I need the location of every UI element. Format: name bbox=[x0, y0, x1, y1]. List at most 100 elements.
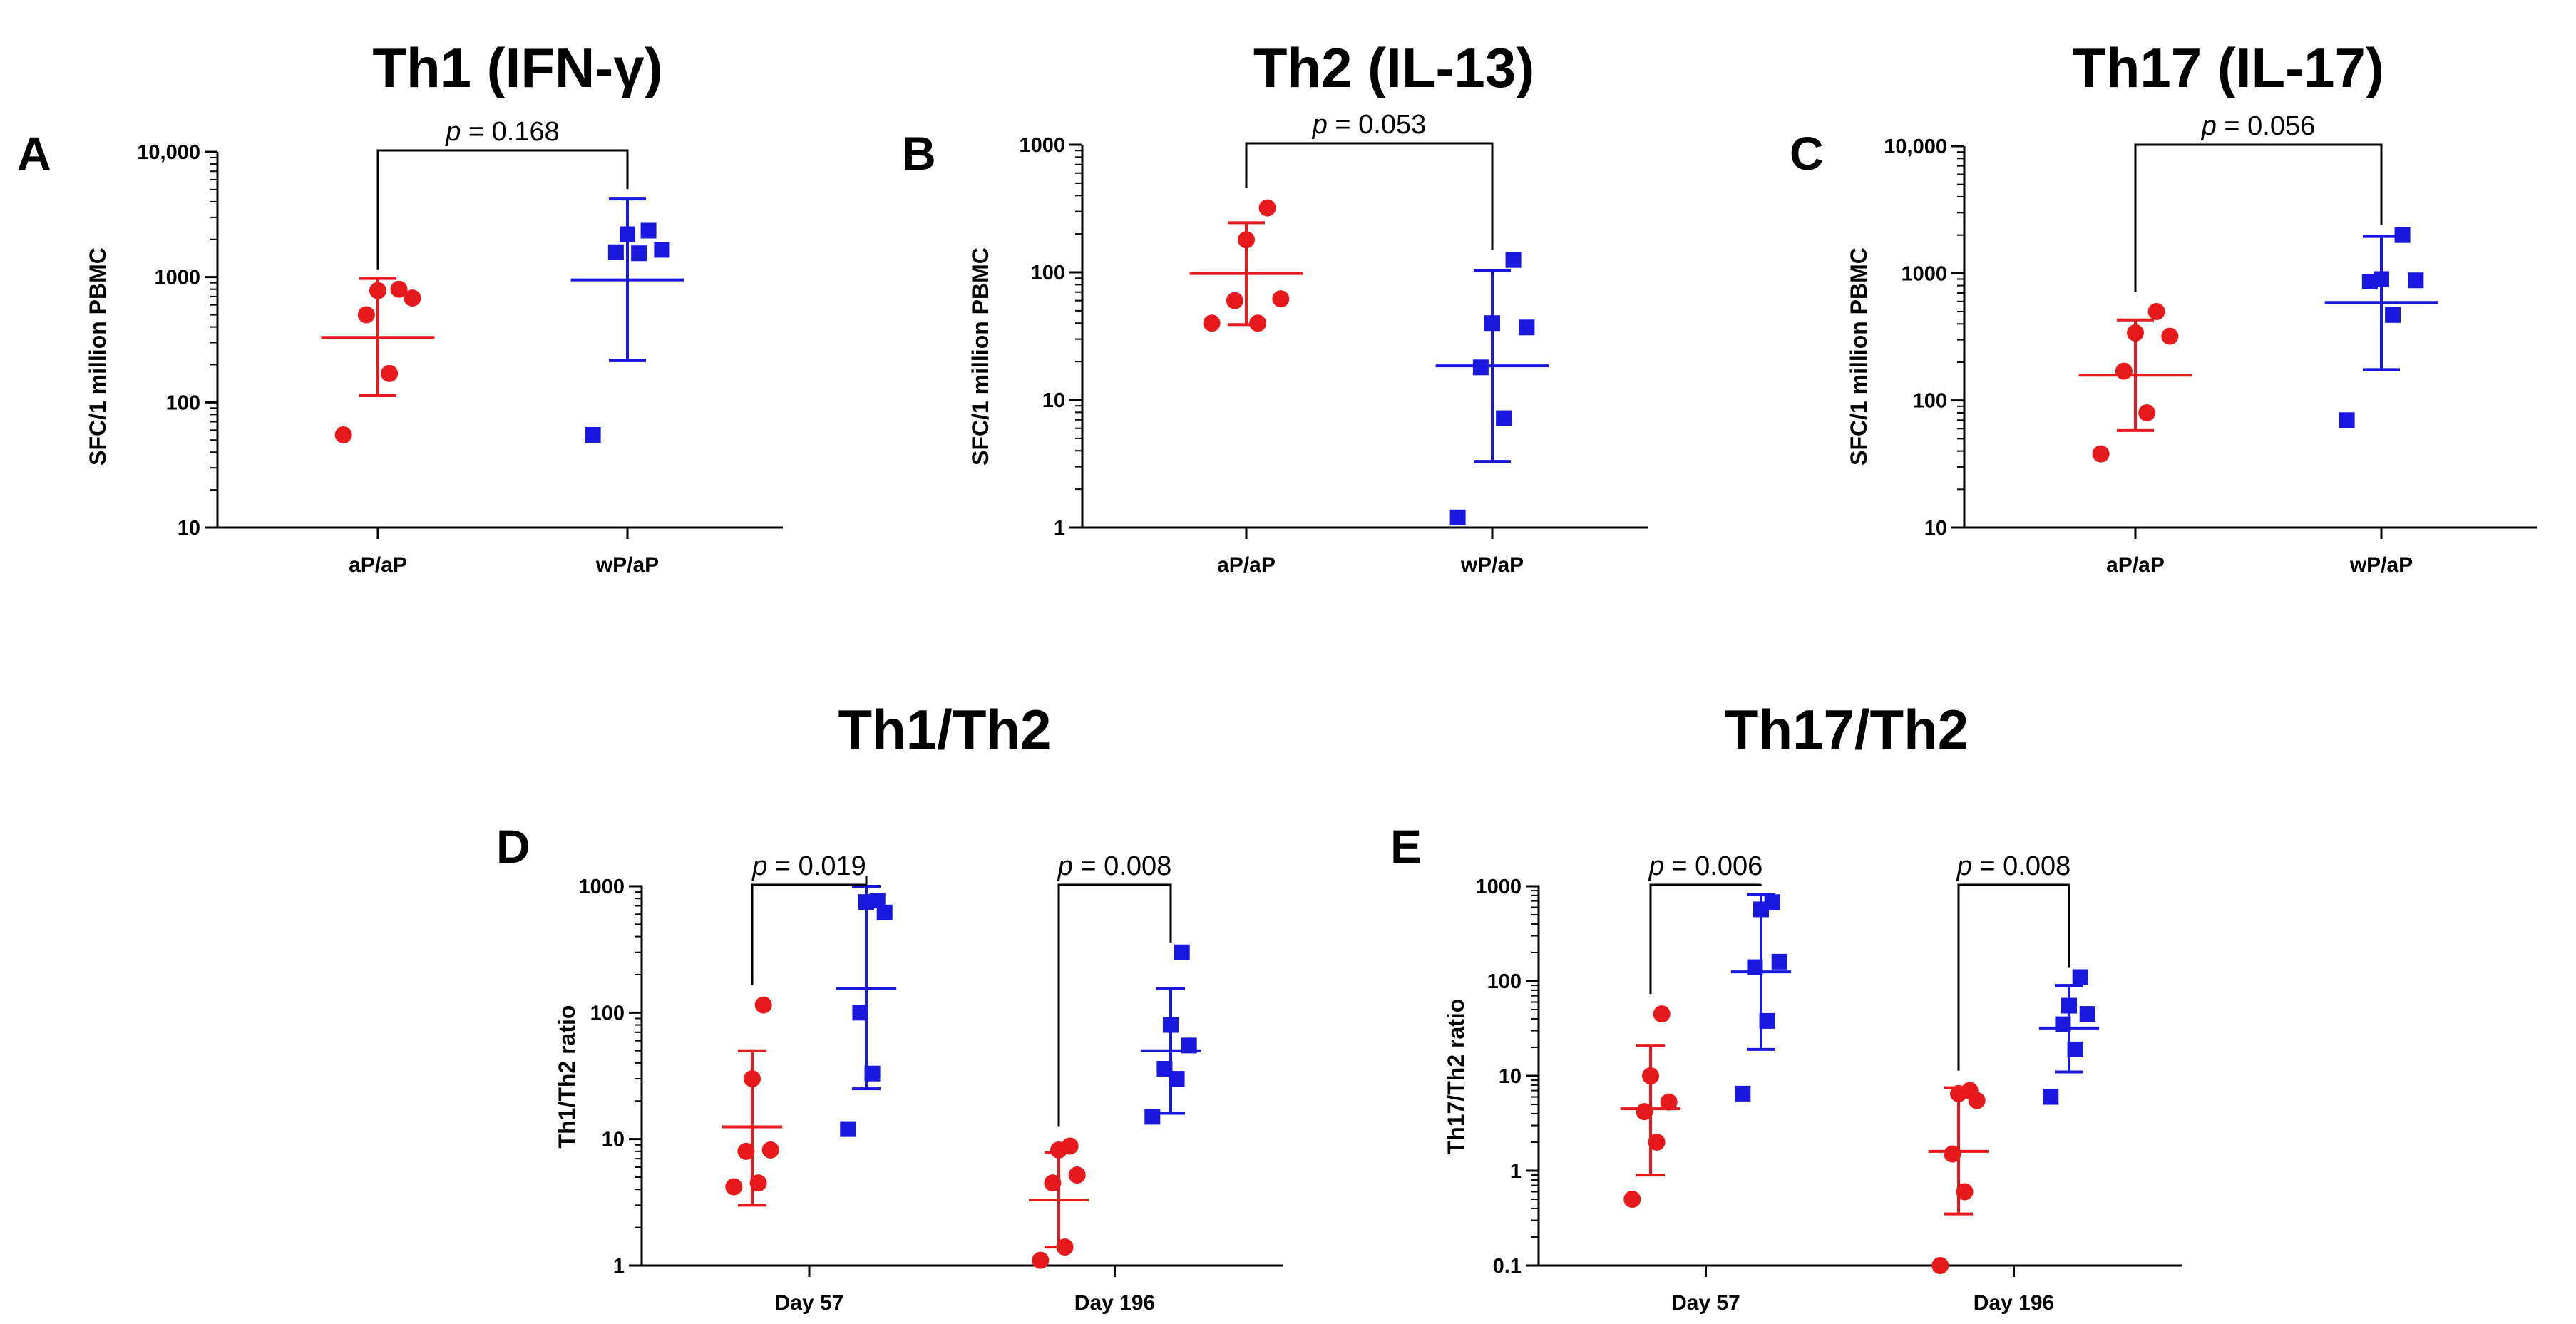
data-point-square bbox=[1505, 252, 1522, 268]
data-point-circle bbox=[1203, 314, 1221, 332]
significance-bracket bbox=[376, 149, 629, 270]
y-tick-label: 1000 bbox=[578, 876, 625, 898]
data-point-circle bbox=[749, 1174, 767, 1192]
y-tick-label: 100 bbox=[1487, 970, 1522, 993]
data-point-square bbox=[2339, 412, 2355, 428]
data-point-square bbox=[1449, 509, 1466, 525]
data-point-circle bbox=[744, 1070, 761, 1088]
data-point-square bbox=[640, 222, 657, 239]
data-point-square bbox=[1174, 944, 1190, 960]
y-tick-label: 10,000 bbox=[137, 141, 200, 164]
data-point-square bbox=[2055, 1016, 2071, 1032]
y-tick-label: 10 bbox=[1924, 517, 1947, 540]
data-point-square bbox=[1472, 359, 1489, 376]
data-point-circle bbox=[1044, 1174, 1062, 1192]
data-point-circle bbox=[404, 289, 421, 307]
data-point-circle bbox=[1623, 1191, 1641, 1208]
data-point-circle bbox=[1068, 1166, 1086, 1184]
p-value-label: p = 0.008 bbox=[1956, 851, 2071, 881]
data-point-square bbox=[1181, 1037, 1197, 1054]
significance-bracket bbox=[751, 876, 868, 985]
data-point-square bbox=[2061, 997, 2077, 1014]
y-tick-label: 0.1 bbox=[1493, 1255, 1522, 1278]
data-point-circle bbox=[1961, 1082, 1979, 1099]
data-point-circle bbox=[1660, 1093, 1678, 1111]
panel-c-letter: C bbox=[1790, 127, 1824, 180]
x-tick-label: aP/aP bbox=[1217, 553, 1276, 577]
panel-b-plot: 1 10 100 1000 aP/aP wP/aP p = 0.053 bbox=[1019, 110, 1648, 577]
panel-e-letter: E bbox=[1390, 820, 1422, 873]
data-point-circle bbox=[334, 426, 352, 443]
data-point-circle bbox=[1648, 1133, 1666, 1151]
y-tick-label: 10 bbox=[1042, 389, 1065, 412]
data-point-square bbox=[607, 244, 624, 260]
y-tick-label: 1000 bbox=[1901, 262, 1947, 285]
significance-bracket bbox=[1245, 142, 1494, 250]
panel-b-y-axis-label: SFC/1 million PBMC bbox=[968, 247, 993, 466]
panel-e-y-axis-label: Th17/Th2 ratio bbox=[1443, 999, 1469, 1155]
data-point-circle bbox=[2138, 404, 2156, 421]
data-point-square bbox=[1169, 1071, 1185, 1087]
panel-a-plot: 10 100 1000 10,000 aP/aP wP/aP p = 0.168 bbox=[137, 117, 783, 577]
data-point-circle bbox=[1931, 1257, 1949, 1274]
x-tick-label: wP/aP bbox=[1460, 553, 1524, 577]
data-point-circle bbox=[369, 282, 386, 299]
data-point-square bbox=[876, 904, 893, 920]
panel-e: Th17/Th2 E Th17/Th2 ratio 0.1 1 10 100 1000 D… bbox=[1390, 698, 2182, 1315]
y-tick-label: 1 bbox=[1054, 517, 1065, 540]
data-point-square bbox=[2408, 272, 2424, 289]
data-point-circle bbox=[390, 280, 408, 298]
data-point-square bbox=[1747, 959, 1763, 975]
data-point-circle bbox=[2161, 327, 2179, 345]
data-point-circle bbox=[761, 1141, 779, 1159]
data-point-square bbox=[869, 893, 886, 909]
data-point-circle bbox=[2092, 445, 2110, 463]
data-point-square bbox=[1156, 1061, 1173, 1077]
x-tick-label: Day 196 bbox=[1974, 1291, 2054, 1315]
data-point-square bbox=[1735, 1085, 1751, 1102]
data-point-circle bbox=[1061, 1137, 1079, 1155]
data-point-circle bbox=[1944, 1145, 1961, 1163]
significance-bracket bbox=[1957, 883, 2070, 1071]
significance-bracket bbox=[1649, 883, 1762, 995]
data-point-circle bbox=[754, 996, 772, 1014]
x-tick-label: wP/aP bbox=[595, 553, 659, 577]
panel-d-title: Th1/Th2 bbox=[838, 698, 1051, 761]
panel-e-title: Th17/Th2 bbox=[1725, 698, 1969, 761]
y-tick-label: 10,000 bbox=[1884, 135, 1947, 158]
significance-bracket bbox=[1057, 883, 1172, 1127]
panel-d-y-axis-label: Th1/Th2 ratio bbox=[554, 1005, 580, 1149]
panel-b-letter: B bbox=[902, 127, 936, 180]
data-point-square bbox=[852, 1005, 868, 1021]
data-point-square bbox=[1144, 1109, 1161, 1125]
data-point-square bbox=[620, 226, 635, 242]
data-point-square bbox=[631, 245, 647, 262]
data-point-circle bbox=[2147, 303, 2165, 321]
x-tick-label: aP/aP bbox=[2106, 553, 2165, 577]
x-tick-label: wP/aP bbox=[2349, 553, 2413, 577]
data-point-circle bbox=[1956, 1183, 1974, 1201]
panel-d-letter: D bbox=[496, 820, 530, 873]
panel-d-plot: 1 10 100 1000 Day 57 Day 196 p = 0.019 p = 0.00… bbox=[578, 851, 1283, 1315]
data-point-circle bbox=[1032, 1251, 1050, 1269]
significance-bracket bbox=[2134, 143, 2383, 292]
data-point-square bbox=[585, 426, 601, 443]
data-point-square bbox=[1484, 315, 1500, 332]
data-point-circle bbox=[357, 306, 375, 324]
data-point-circle bbox=[725, 1178, 743, 1196]
x-tick-label: aP/aP bbox=[349, 553, 407, 577]
p-value-label: p = 0.019 bbox=[751, 851, 866, 881]
y-tick-label: 1 bbox=[613, 1255, 625, 1278]
data-point-square bbox=[2394, 227, 2411, 243]
data-point-square bbox=[2043, 1089, 2059, 1105]
y-tick-label: 100 bbox=[590, 1002, 625, 1025]
panel-c-plot: 10 100 1000 10,000 aP/aP wP/aP p = 0.056 bbox=[1884, 111, 2537, 577]
data-point-square bbox=[1496, 410, 1512, 426]
p-value-label: p = 0.006 bbox=[1648, 851, 1763, 881]
data-point-square bbox=[1764, 894, 1780, 910]
data-point-circle bbox=[1249, 314, 1267, 332]
y-tick-label: 100 bbox=[166, 391, 200, 414]
data-point-square bbox=[2079, 1006, 2095, 1022]
y-tick-label: 10 bbox=[602, 1129, 625, 1151]
p-value-label: p = 0.168 bbox=[445, 117, 560, 147]
